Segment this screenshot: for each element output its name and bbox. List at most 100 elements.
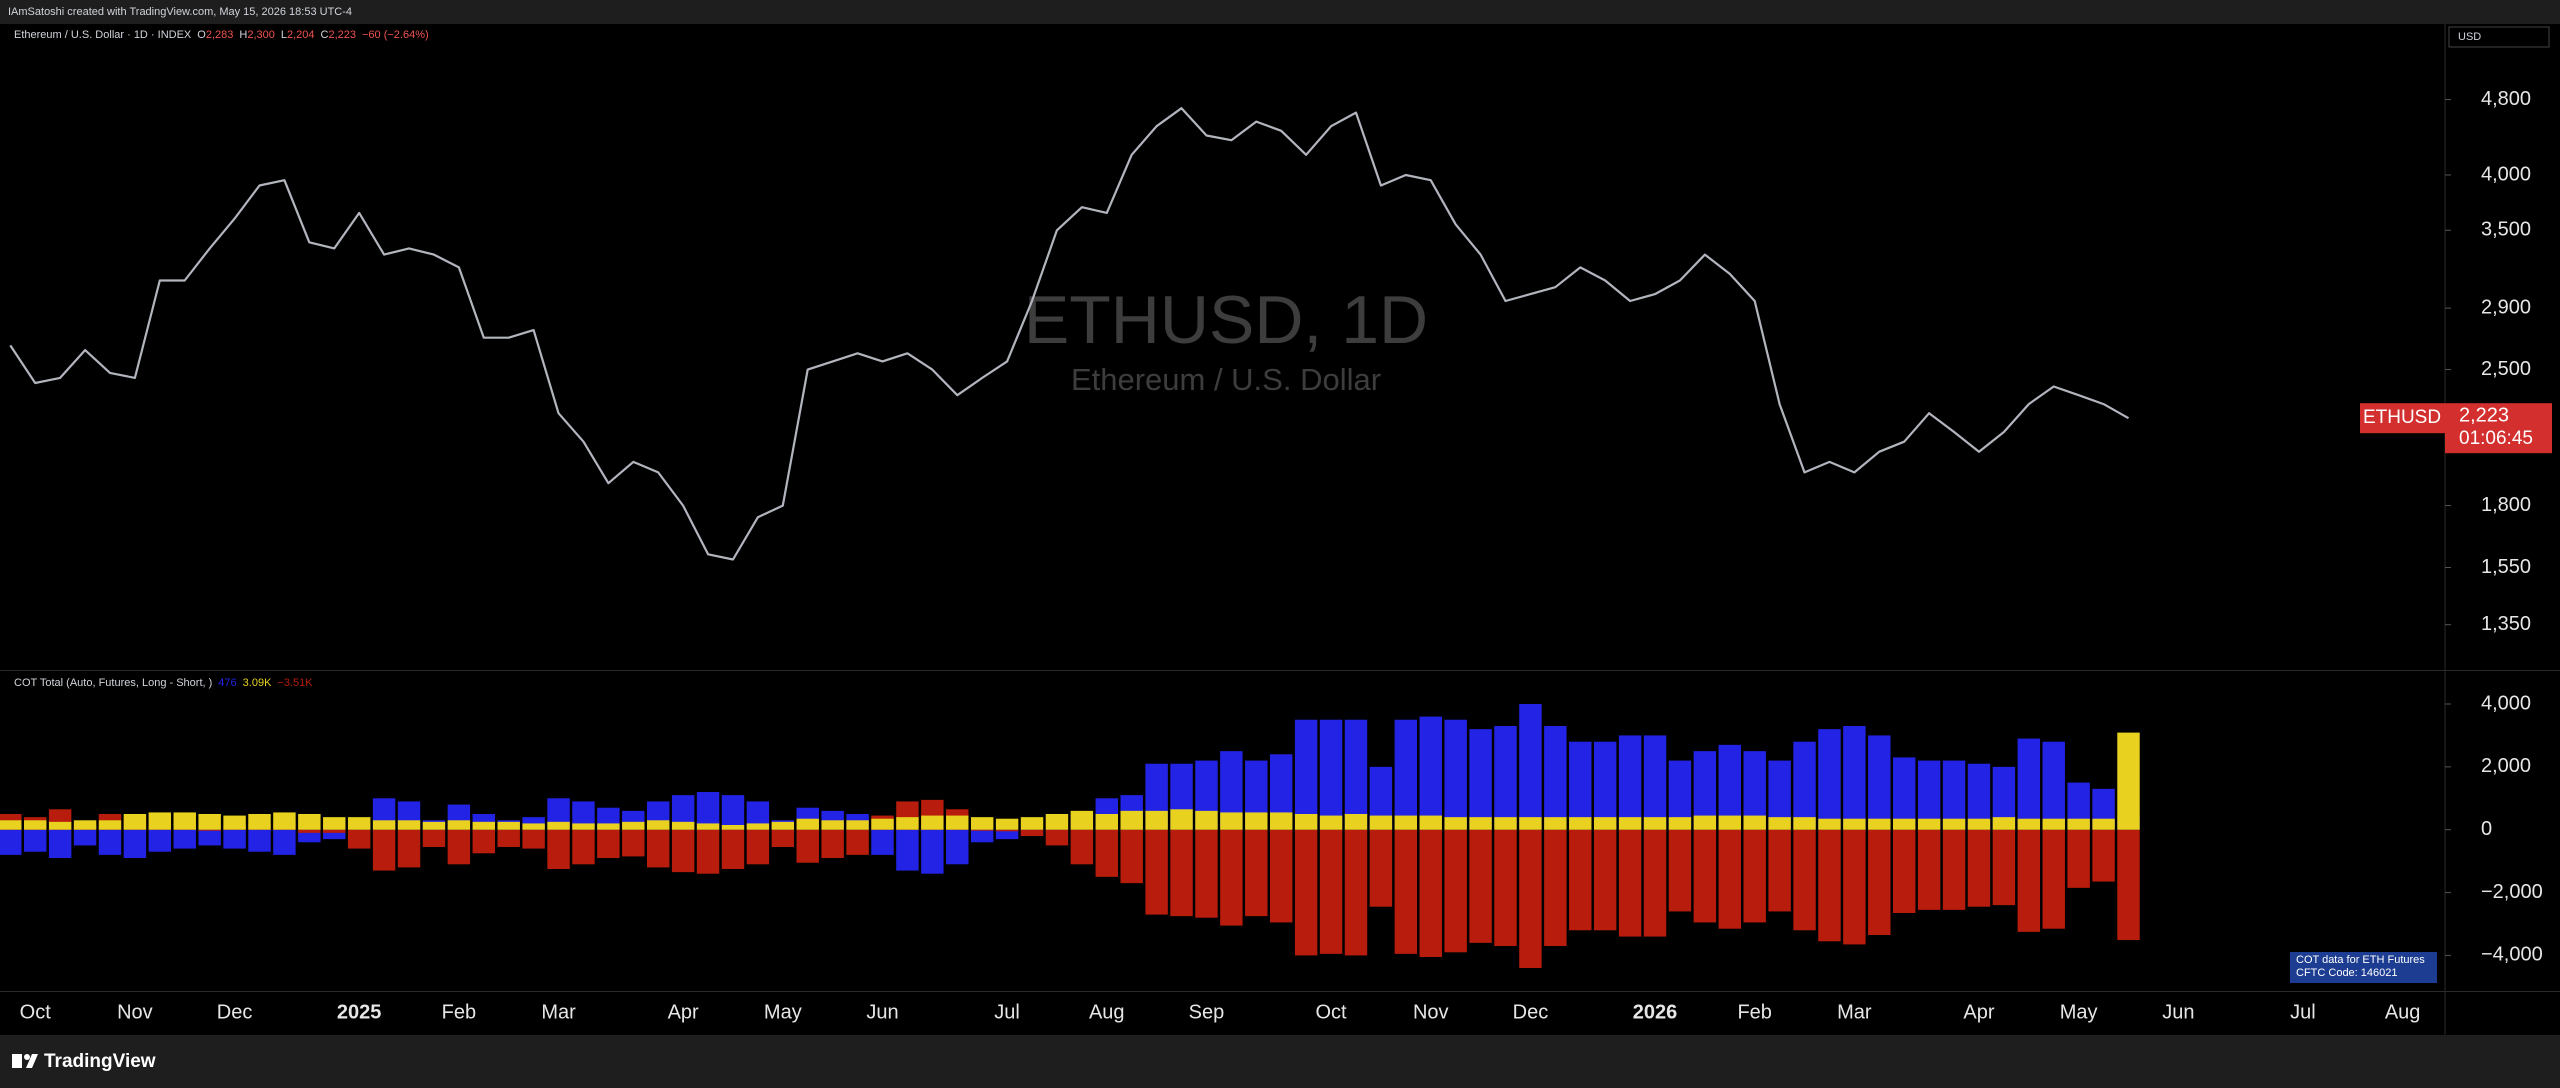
cot-bar: [771, 829, 795, 847]
ohlc-value: 2,300: [247, 29, 275, 41]
cot-bar: [323, 829, 346, 840]
cot-bar: [2117, 829, 2140, 941]
cot-bar: [1444, 829, 1467, 953]
cot-bar: [871, 829, 894, 855]
cot-bar: [597, 823, 620, 830]
cot-bar: [1220, 812, 1243, 830]
cot-bar: [696, 792, 720, 830]
cot-bar: [1195, 810, 1218, 830]
x-tick-label: Mar: [1837, 1001, 1872, 1023]
cot-bar: [24, 820, 47, 830]
cot-bar: [1369, 829, 1393, 907]
cot-bar: [372, 829, 396, 871]
cot-bar: [1145, 829, 1168, 915]
y-tick-label: 2,000: [2481, 755, 2531, 777]
cot-bar: [547, 821, 570, 830]
cot-bar: [1070, 829, 1094, 865]
cot-bar: [1494, 726, 1517, 830]
cot-bar: [1095, 829, 1118, 877]
ohlc-key: L: [281, 29, 287, 41]
x-tick-label: Aug: [1089, 1001, 1125, 1023]
cot-bar: [248, 829, 271, 852]
cot-bar: [472, 821, 495, 830]
cot-bar: [696, 829, 720, 874]
cot-bar: [198, 829, 221, 846]
cot-bar: [2042, 829, 2065, 929]
cot-bar: [422, 821, 446, 830]
cot-bar: [1768, 760, 1791, 830]
cot-bar: [946, 829, 969, 865]
cot-bar: [1868, 818, 1891, 830]
cot-bar: [173, 812, 196, 830]
cot-bar: [2117, 732, 2140, 830]
cot-bar: [323, 829, 346, 833]
cot-bar: [846, 829, 869, 855]
cot-legend-value: −3.51K: [277, 677, 313, 689]
cot-bar: [821, 820, 844, 830]
cot-bar: [1643, 829, 1667, 937]
cot-bar: [572, 801, 595, 830]
cot-bar: [148, 812, 172, 830]
cot-bar: [522, 823, 545, 830]
cot-bar: [1344, 814, 1368, 830]
y-tick-label: 0: [2481, 818, 2492, 840]
cot-bar: [1020, 829, 1044, 836]
cot-bar: [1270, 829, 1293, 923]
cot-bar: [1519, 829, 1542, 968]
cot-bar: [995, 829, 1019, 840]
cot-bar: [1394, 829, 1418, 954]
currency-box[interactable]: [2448, 26, 2550, 48]
cot-bar: [547, 829, 570, 869]
cot-bar: [347, 817, 371, 830]
y-tick-label: 3,500: [2481, 219, 2531, 241]
cot-bar: [2067, 818, 2090, 830]
x-tick-label: Aug: [2385, 1001, 2421, 1023]
cot-bar: [1843, 726, 1866, 830]
cot-bar: [1344, 719, 1368, 830]
x-tick-label: Feb: [1737, 1001, 1771, 1023]
cot-bar: [1344, 829, 1368, 956]
ohlc-key: H: [239, 29, 247, 41]
cot-bar: [1394, 815, 1418, 830]
cot-bar: [1369, 815, 1393, 830]
cot-bar: [746, 829, 770, 865]
cot-bar: [1843, 818, 1866, 830]
cot-bar: [273, 829, 296, 855]
cot-legend-value: 3.09K: [243, 677, 272, 689]
cot-bar: [1718, 815, 1741, 830]
cot-bar: [1868, 735, 1891, 830]
cot-bar: [721, 829, 745, 869]
cot-bar: [1469, 817, 1492, 830]
cot-bar: [298, 814, 321, 830]
cot-bar: [1618, 735, 1642, 830]
brand-logo: [12, 1054, 38, 1068]
cot-bar: [871, 818, 894, 830]
cot-bar: [347, 829, 371, 849]
ohlc-key: O: [197, 29, 206, 41]
x-tick-label: 2026: [1633, 1001, 1678, 1023]
cot-bar: [148, 829, 172, 852]
cot-note: COT data for ETH Futures: [2296, 954, 2425, 966]
cot-bar: [422, 829, 446, 847]
watermark-title: ETHUSD, 1D: [1024, 282, 1428, 358]
cot-bar: [1494, 829, 1517, 946]
x-tick-label: Nov: [117, 1001, 153, 1023]
y-tick-label: 1,350: [2481, 613, 2531, 635]
cot-bar: [1419, 815, 1442, 830]
cot-bar: [1818, 818, 1841, 830]
cot-bar: [1917, 818, 1941, 830]
cot-bar: [48, 821, 72, 830]
cot-bar: [2092, 829, 2115, 882]
price-tag: [2445, 403, 2552, 454]
cot-bar: [2017, 818, 2041, 830]
cot-bar: [1693, 815, 1717, 830]
cot-bar: [721, 825, 745, 830]
cot-bar: [896, 829, 919, 871]
cot-bar: [1020, 817, 1044, 830]
cot-bar: [995, 818, 1019, 830]
cot-bar: [696, 823, 720, 830]
cot-bar: [223, 829, 246, 849]
cot-bar: [1195, 829, 1218, 918]
cot-bar: [1120, 829, 1143, 884]
currency[interactable]: USD: [2458, 31, 2481, 43]
